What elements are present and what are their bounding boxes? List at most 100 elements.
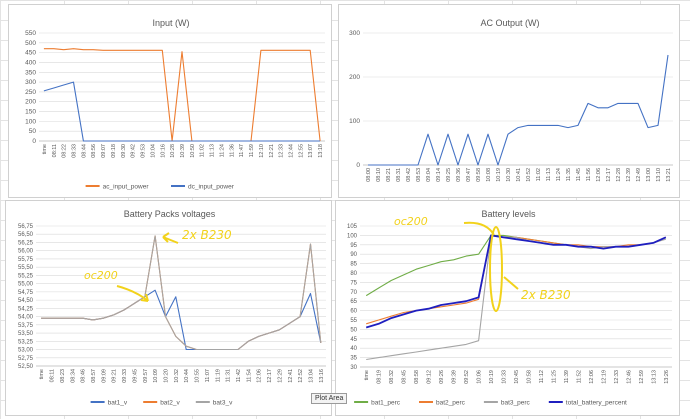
y-tick-label: 300 bbox=[25, 79, 36, 86]
legend-label-bat3-v: bat3_v bbox=[213, 400, 233, 407]
y-tick-label: 60 bbox=[350, 309, 357, 315]
x-tick-label: 12:17 bbox=[606, 168, 612, 182]
y-tick-label: 150 bbox=[25, 109, 36, 116]
legend-label-total-battery-percent: total_battery_percent bbox=[566, 400, 627, 407]
x-tick-label: 08:19 bbox=[377, 370, 383, 384]
ac-output-chart-svg: AC Output (W) 0 100 200 300 08:00 08:10 08:21 08… bbox=[349, 18, 673, 182]
x-tick-label: 12:29 bbox=[277, 369, 283, 383]
y-tick-label: 52,75 bbox=[18, 356, 34, 362]
x-tick-label: 09:36 bbox=[456, 168, 462, 182]
x-tick-label: 12:44 bbox=[288, 144, 294, 158]
x-tick-label: 11:42 bbox=[236, 369, 242, 382]
x-tick-label: 10:32 bbox=[174, 369, 180, 383]
x-tick-label: 12:28 bbox=[616, 168, 622, 182]
x-tick-label: 13:07 bbox=[308, 144, 314, 158]
x-tick-label: 13:26 bbox=[664, 370, 670, 384]
x-tick-label: 11:13 bbox=[546, 168, 552, 181]
x-tick-label: 10:55 bbox=[195, 369, 201, 383]
y-tick-label: 100 bbox=[25, 118, 36, 125]
y-tick-label: 35 bbox=[350, 356, 357, 362]
input-power-chart-svg: Input (W) 0 50 100 150 200 250 300 350 400 450 500 5… bbox=[25, 18, 325, 191]
annotation-label-peak: 2x B230 bbox=[182, 228, 232, 242]
y-tick-label: 55 bbox=[350, 318, 357, 324]
legend-label-bat1-perc: bat1_perc bbox=[371, 400, 401, 407]
battery-levels-chart[interactable]: Battery levels 30 35 40 45 50 55 60 65 70 75 80 85 90… bbox=[335, 200, 680, 416]
annotation-arrowhead bbox=[140, 293, 149, 302]
x-tick-label: 11:59 bbox=[249, 144, 255, 157]
x-tick-label: 11:35 bbox=[566, 168, 572, 181]
annotation-label-top: oc200 bbox=[394, 215, 428, 228]
y-tick-label: 53,00 bbox=[18, 348, 34, 354]
x-tick-label: 11:47 bbox=[239, 144, 245, 157]
x-tick-label: 11:54 bbox=[246, 369, 252, 382]
y-tick-label: 0 bbox=[356, 162, 360, 169]
y-tick-label: 65 bbox=[350, 299, 357, 305]
chart-title: Input (W) bbox=[152, 18, 189, 28]
x-tick-label: 09:53 bbox=[141, 144, 147, 158]
x-tick-label: 09:12 bbox=[427, 370, 433, 384]
x-tick-label: 08:22 bbox=[62, 144, 68, 158]
y-tick-label: 40 bbox=[350, 346, 357, 352]
x-tick-label: 09:07 bbox=[101, 144, 107, 158]
x-tick-label: 09:30 bbox=[121, 144, 127, 158]
x-tick-label: 09:18 bbox=[111, 144, 117, 158]
x-tick-label: 08:42 bbox=[406, 168, 412, 182]
y-tick-label: 53,75 bbox=[18, 323, 34, 329]
x-tick-label: 12:21 bbox=[269, 144, 275, 158]
x-tick-label: 10:41 bbox=[516, 168, 522, 182]
x-tick-label: 10:28 bbox=[170, 144, 176, 158]
y-tick-label: 550 bbox=[25, 30, 36, 37]
x-tick-label: 12:10 bbox=[259, 144, 265, 158]
series-line-series bbox=[368, 54, 669, 166]
chart-title: Battery Packs voltages bbox=[124, 209, 216, 219]
x-tick-label: 13:13 bbox=[651, 370, 657, 384]
x-tick-label: 11:39 bbox=[564, 370, 570, 383]
y-tick-label: 500 bbox=[25, 40, 36, 47]
annotation-label-bump: oc200 bbox=[84, 269, 118, 282]
x-tick-label: 10:50 bbox=[190, 144, 196, 158]
x-tick-label: 10:45 bbox=[514, 370, 520, 384]
x-tick-label: 10:58 bbox=[526, 370, 532, 384]
series-line-bat3-v bbox=[41, 235, 322, 351]
y-tick-label: 100 bbox=[347, 233, 358, 239]
y-tick-label: 55,25 bbox=[18, 273, 34, 279]
y-tick-label: 100 bbox=[349, 118, 360, 125]
x-tick-label: 09:21 bbox=[112, 369, 118, 383]
x-tick-label: 12:49 bbox=[636, 168, 642, 182]
y-tick-label: 55,00 bbox=[18, 282, 34, 288]
x-tick-label: 09:25 bbox=[446, 168, 452, 182]
y-tick-label: 50 bbox=[29, 128, 37, 135]
x-tick-label: 10:52 bbox=[526, 168, 532, 182]
input-power-chart[interactable]: Input (W) 0 50 100 150 200 250 300 350 400 450 500 5… bbox=[8, 4, 332, 198]
x-tick-label: 09:47 bbox=[466, 168, 472, 182]
x-tick-label: 11:02 bbox=[200, 144, 206, 157]
x-tick-label: 12:17 bbox=[267, 369, 273, 383]
x-tick-label: 08:00 bbox=[366, 168, 372, 182]
x-tick-label: 08:33 bbox=[72, 144, 78, 158]
ac-output-chart[interactable]: AC Output (W) 0 100 200 300 08:00 08:10 08:21 08… bbox=[338, 4, 680, 198]
x-tick-label: 10:08 bbox=[486, 168, 492, 182]
x-tick-label: time bbox=[42, 144, 48, 154]
y-tick-label: 53,25 bbox=[18, 339, 34, 345]
x-tick-label: 08:46 bbox=[81, 369, 87, 383]
x-tick-label: 12:06 bbox=[596, 168, 602, 182]
y-tick-label: 105 bbox=[347, 224, 358, 230]
x-tick-label: 12:52 bbox=[298, 369, 304, 383]
y-tick-label: 0 bbox=[32, 138, 36, 145]
annotation-arrow bbox=[116, 285, 149, 302]
x-tick-label: 12:39 bbox=[626, 168, 632, 182]
x-tick-label: 12:33 bbox=[614, 370, 620, 384]
x-tick-label: 10:33 bbox=[502, 370, 508, 384]
chart-title: Battery levels bbox=[481, 209, 536, 219]
annotation-label-side: 2x B230 bbox=[521, 288, 571, 302]
x-tick-label: 08:23 bbox=[60, 369, 66, 383]
y-tick-label: 56,50 bbox=[18, 232, 34, 238]
x-tick-label: 08:32 bbox=[389, 370, 395, 384]
x-tick-label: 08:45 bbox=[402, 370, 408, 384]
x-tick-label: 09:42 bbox=[131, 144, 137, 158]
y-tick-label: 53,50 bbox=[18, 331, 34, 337]
y-tick-label: 56,25 bbox=[18, 240, 34, 246]
x-tick-label: 09:33 bbox=[122, 369, 128, 383]
battery-voltages-chart[interactable]: Battery Packs voltages 52,50 52,75 53,00 53,… bbox=[5, 200, 332, 416]
annotation-arrow bbox=[503, 276, 519, 290]
